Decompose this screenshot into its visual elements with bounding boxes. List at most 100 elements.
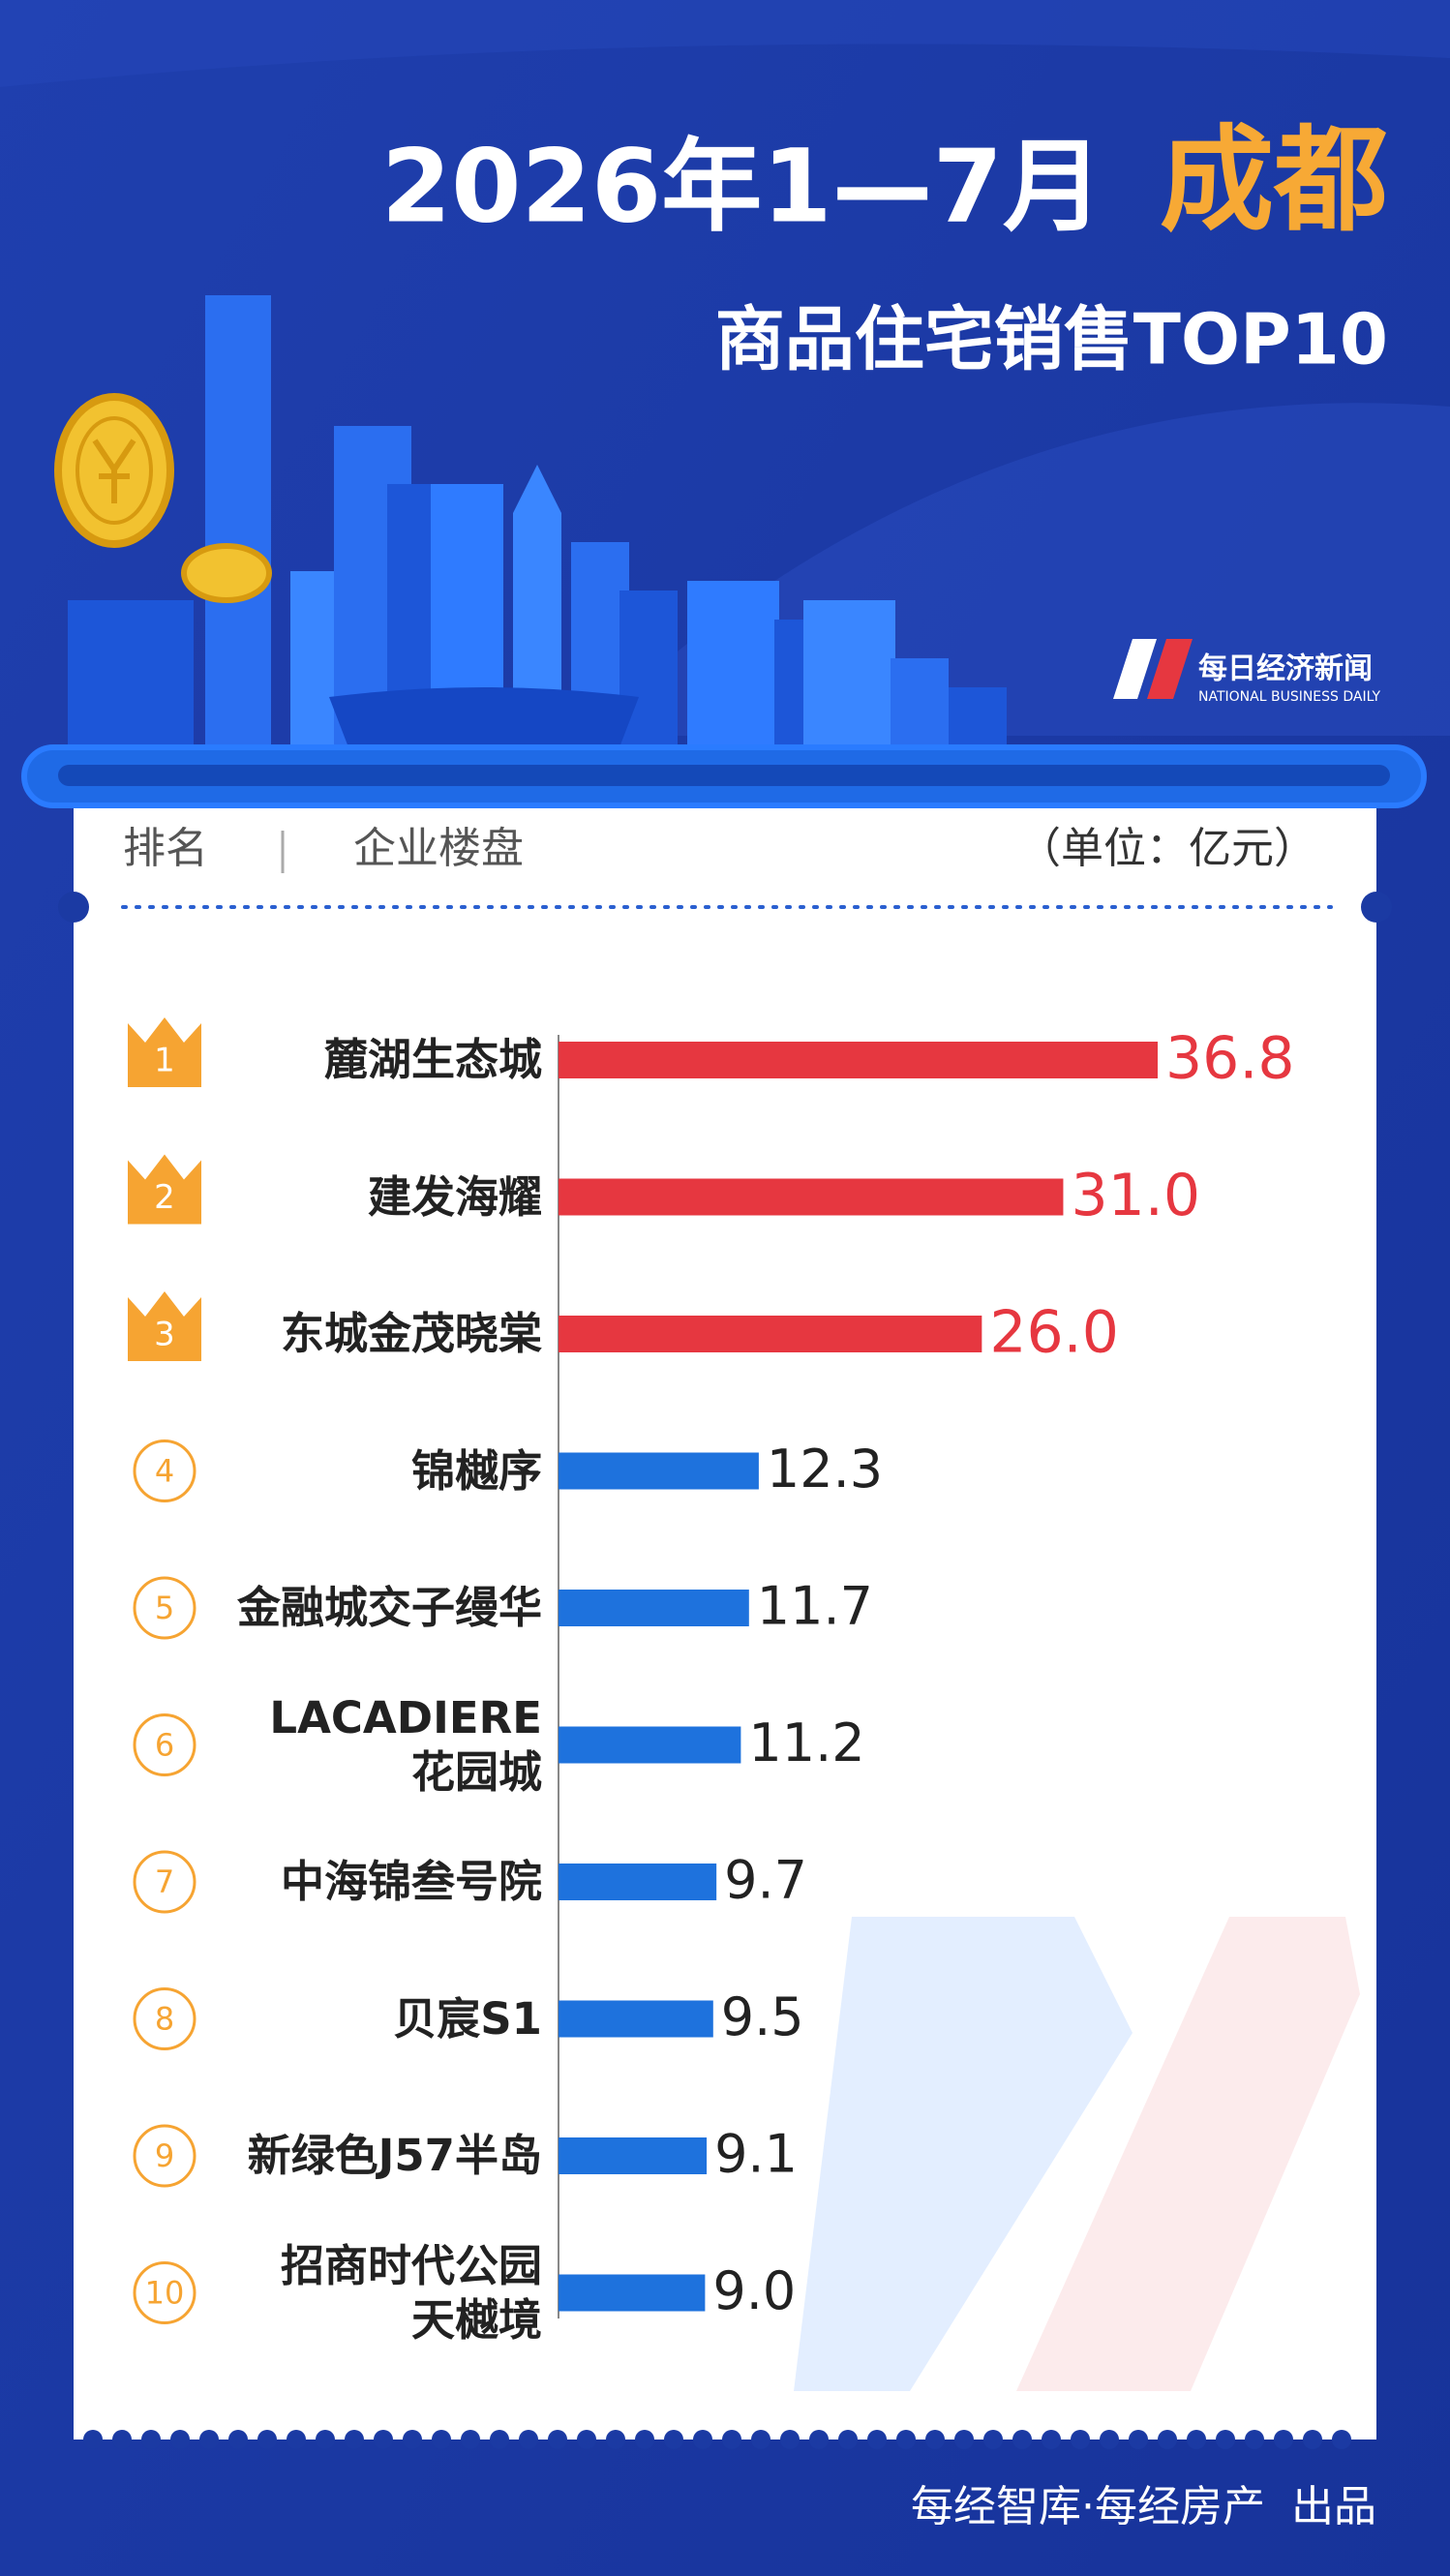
value-label: 9.7 [724,1850,807,1911]
rank: 10 [145,2275,185,2312]
scallop-dot [1071,2430,1090,2449]
watermark [794,1917,1133,2391]
rank-circle [133,1440,196,1502]
category-label: 锦樾序 [410,1444,542,1497]
scallop-dot [838,2430,858,2449]
header-rank: 排名 [123,824,208,873]
category-label: 新绿色J57半岛 [247,2130,542,2181]
scallop-dot [751,2430,770,2449]
bar [559,1178,1064,1216]
category-label: 中海锦叁号院 [280,1856,542,1907]
scallop-dot [519,2430,538,2449]
bg-wave [0,0,1450,87]
scroll-slot [58,765,1390,786]
source: 每经智库·每经房产 [911,2482,1265,2531]
rank: 7 [155,1864,174,1900]
category-label: LACADIERE 花园城 [269,1691,542,1798]
rank-circle [133,2261,196,2324]
scallop-dot [316,2430,335,2449]
scallop-dot [287,2430,306,2449]
skyline [68,295,1007,747]
rank: 1 [154,1042,175,1080]
scallop-dot [1158,2430,1177,2449]
title-city: 成都 [1160,113,1388,247]
scallop-dot [199,2430,219,2449]
header-project: 企业楼盘 [353,824,524,873]
scallop-dot [1100,2430,1119,2449]
bar [559,2000,713,2038]
scallop-dot [635,2430,654,2449]
value-label: 9.1 [714,2124,798,2185]
scallop-dot [345,2430,364,2449]
scallop-dot [693,2430,712,2449]
value-label: 36.8 [1165,1025,1295,1093]
category-label: 招商时代公园 天樾境 [280,2239,542,2346]
value-label: 26.0 [989,1299,1119,1367]
rank-crown [128,1017,201,1087]
scallop-dot [809,2430,829,2449]
bar [559,1726,741,1764]
bar [559,1590,749,1626]
rank: 2 [154,1178,175,1217]
scallop-dot [722,2430,741,2449]
bar [559,1864,717,1900]
scallop-dot [925,2430,945,2449]
value-label: 11.2 [748,1712,864,1773]
panel-scallop [83,2430,1351,2449]
scallop-dot [896,2430,916,2449]
logo-name: 每日经济新闻 [1198,652,1373,686]
scallop-dot [490,2430,509,2449]
scallop-dot [83,2430,103,2449]
value-label: 11.7 [757,1576,873,1637]
scallop-dot [1129,2430,1148,2449]
scallop-dot [548,2430,567,2449]
scallop-dot [1303,2430,1322,2449]
scallop-dot [983,2430,1003,2449]
scallop-dot [1216,2430,1235,2449]
scallop-dot [432,2430,451,2449]
rank-circle [133,2124,196,2188]
value-label: 9.0 [712,2260,796,2321]
bar [559,1316,982,1352]
category-label: 贝宸S1 [393,1992,542,2045]
scallop-dot [867,2430,887,2449]
category-label: 麓湖生态城 [323,1034,542,1085]
scallop-dot [170,2430,190,2449]
scallop-dot [606,2430,625,2449]
watermark [1016,1917,1360,2391]
scallop-dot [954,2430,974,2449]
scallop-dot [1274,2430,1293,2449]
logo: 每日经济新闻 NATIONAL BUSINESS DAILY [1113,639,1381,705]
value-label: 9.5 [721,1986,804,2047]
rank: 9 [155,2137,174,2174]
category-label: 东城金茂晓棠 [280,1308,542,1359]
rank-crown [128,1154,201,1225]
rank-circle [133,1850,196,1914]
rank-crown [128,1291,201,1361]
scallop-dot [257,2430,277,2449]
bar [559,2137,708,2174]
rank: 6 [155,1727,174,1764]
scallop-dot [1012,2430,1032,2449]
rank-circle [133,1987,196,2050]
scallop-dot [1332,2430,1351,2449]
scallop-dot [112,2430,132,2449]
rank-circle [133,1713,196,1776]
subtitle: 商品住宅销售TOP10 [715,299,1388,380]
scallop-dot [577,2430,596,2449]
notch [58,892,89,923]
scallop-dot [664,2430,683,2449]
rank: 8 [155,2001,174,2038]
value-label: 31.0 [1071,1162,1200,1229]
scallop-dot [461,2430,480,2449]
value-label: 12.3 [767,1439,883,1500]
scallop-dot [403,2430,422,2449]
source-suffix: 出品 [1291,2482,1376,2531]
bar [559,1042,1158,1078]
bar [559,1452,759,1490]
rank: 4 [155,1453,174,1490]
header-unit: （单位：亿元） [1018,824,1316,873]
category-label: 金融城交子缦华 [236,1582,542,1633]
